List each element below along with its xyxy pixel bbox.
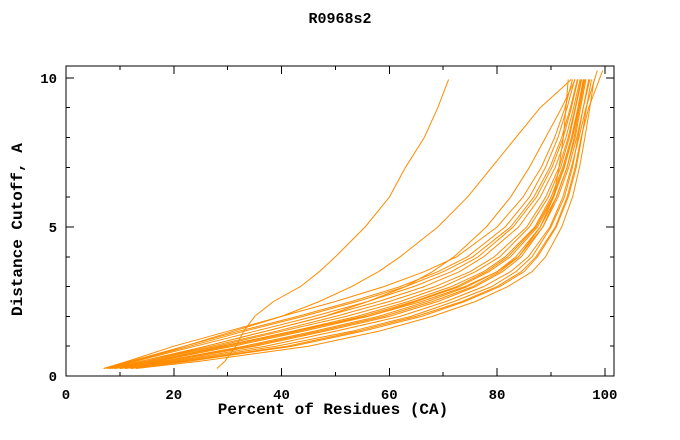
x-axis-label: Percent of Residues (CA) (217, 401, 449, 419)
x-tick-label-40: 40 (273, 388, 290, 404)
model-curve-model-13 (103, 79, 573, 369)
model-curve-model-22 (216, 79, 450, 369)
model-curve-model-18 (130, 70, 604, 369)
x-tick-label-60: 60 (381, 388, 398, 404)
model-curve-model-16 (119, 79, 591, 369)
model-curve-model-14 (106, 79, 578, 369)
model-curve-model-03 (119, 79, 586, 369)
chart-title: R0968s2 (308, 11, 372, 28)
y-tick-label-0: 0 (49, 370, 57, 386)
model-curve-model-12 (103, 79, 576, 369)
plot-frame (65, 65, 615, 377)
model-curve-model-19 (119, 79, 569, 369)
model-curve-model-15 (114, 79, 585, 369)
y-tick-label-10: 10 (40, 72, 57, 88)
model-curve-model-17 (125, 70, 598, 369)
model-curve-model-11 (111, 79, 582, 369)
x-tick-label-0: 0 (62, 388, 70, 404)
model-curve-model-01 (135, 79, 595, 369)
model-curve-model-20 (114, 79, 576, 369)
model-curve-model-10 (106, 79, 579, 369)
model-curve-model-02 (125, 79, 590, 369)
x-tick-label-20: 20 (165, 388, 182, 404)
model-curve-model-21 (108, 79, 572, 369)
x-tick-label-100: 100 (592, 388, 617, 404)
y-tick-label-5: 5 (49, 221, 57, 237)
x-tick-label-80: 80 (489, 388, 506, 404)
model-curve-model-04 (130, 79, 592, 369)
